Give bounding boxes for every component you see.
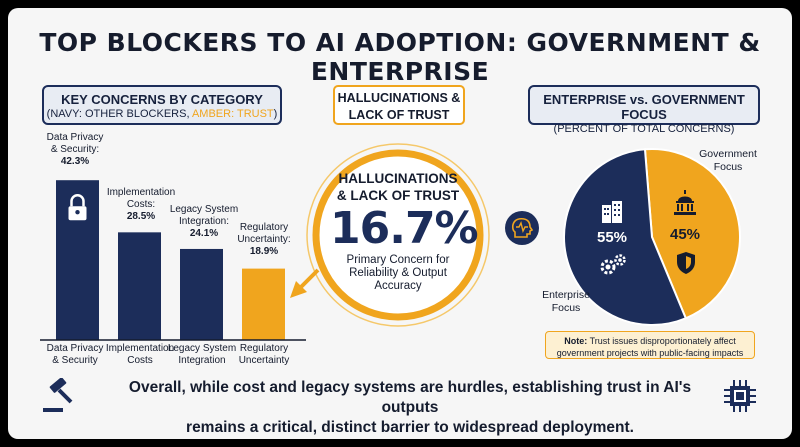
highlight-value: 16.7% [330,203,479,254]
note-text1: Trust issues disproportionately affect [587,336,736,346]
highlight-description: Primary Concern for Reliability & Output… [330,254,466,293]
chip-icon [724,380,756,412]
bar-label-value: 24.1% [189,228,219,239]
x-tick-line2: & Security [52,355,98,366]
left-header-box: KEY CONCERNS BY CATEGORY (NAVY: OTHER BL… [42,85,282,125]
bar-label-line2: Uncertainty: [237,234,291,245]
gavel-icon [43,378,73,412]
shield-icon [677,252,695,274]
highlight-desc-line3: Accuracy [374,280,422,292]
pie-label-enterprise: Enterprise Focus [530,289,602,315]
center-header-line2: LACK OF TRUST [348,108,450,122]
capitol-icon [674,190,696,215]
buildings-icon [602,201,622,223]
center-header-box: HALLUCINATIONS & LACK OF TRUST [333,85,465,125]
pie-label-ent-line1: Enterprise [542,289,590,301]
page-title: TOP BLOCKERS TO AI ADOPTION: GOVERNMENT … [39,28,761,86]
pie-value-government: 45% [669,226,701,243]
left-subtitle-suffix: ) [273,108,278,120]
bar-label-data-privacy: Data Privacy & Security: 42.3% [40,132,110,168]
x-tick-line1: Regulatory [239,343,289,354]
x-tick-line1: Data Privacy [46,343,104,354]
bar-label-line2: Integration: [178,216,230,227]
highlight-arrow-head [290,281,307,298]
bar-label-value: 28.5% [126,211,156,222]
highlight-heading-line2: & LACK OF TRUST [336,188,460,203]
pie-slice-enterprise [563,148,688,326]
head-pulse-icon [505,211,539,245]
highlight-heading-line1: HALLUCINATIONS [338,171,458,186]
x-tick-line1: Legacy System [167,343,237,354]
gears-icon [600,254,626,275]
highlight-ring-outer [306,143,490,327]
bar-label-implementation: Implementation Costs: 28.5% [102,187,180,223]
x-tick-line2: Costs [127,355,153,366]
x-tick-data-privacy: Data Privacy & Security [36,343,114,367]
pie-value-enterprise: 55% [596,229,628,246]
x-tick-implementation: Implementation Costs [100,343,180,367]
highlight-desc-line2: Reliability & Output [349,267,447,279]
pie-label-government: Government Focus [688,148,768,174]
right-header-subtitle: (PERCENT OF TOTAL CONCERNS) [553,123,735,135]
pie-label-gov-line2: Focus [713,161,743,173]
highlight-ring-circle [312,149,484,321]
highlight-heading: HALLUCINATIONS & LACK OF TRUST [330,170,466,204]
x-tick-regulatory: Regulatory Uncertainty [224,343,304,367]
highlight-desc-line1: Primary Concern for [346,254,450,266]
center-header-line1: HALLUCINATIONS & [337,91,461,105]
bar-label-legacy: Legacy System Integration: 24.1% [164,204,244,240]
x-tick-legacy: Legacy System Integration [162,343,242,367]
summary-line1: Overall, while cost and legacy systems a… [128,379,692,416]
left-header-subtitle: (NAVY: OTHER BLOCKERS, AMBER: TRUST) [44,108,280,120]
bar-3 [242,268,285,340]
right-header-box: ENTERPRISE vs. GOVERNMENT FOCUS (PERCENT… [528,85,760,135]
bar-label-regulatory: Regulatory Uncertainty: 18.9% [226,222,302,258]
bar-label-line2: Costs: [126,199,156,210]
bar-label-line1: Regulatory [239,222,289,233]
left-subtitle-amber: AMBER: TRUST [191,108,274,120]
right-header-title: ENTERPRISE vs. GOVERNMENT FOCUS [543,92,745,122]
bar-label-value: 42.3% [60,156,90,167]
bar-1 [118,232,161,340]
left-header-title: KEY CONCERNS BY CATEGORY [61,92,263,107]
x-tick-line1: Implementation [105,343,175,354]
pie-label-ent-line2: Focus [551,302,581,314]
bar-label-line1: Legacy System [169,204,239,215]
pie-label-gov-line1: Government [699,148,757,160]
bar-label-line1: Implementation [106,187,176,198]
note-text2: government projects with public-facing i… [556,348,744,358]
bar-2 [180,248,223,340]
bar-label-value: 18.9% [249,246,279,257]
note-label: Note: [564,336,588,346]
summary-line2: remains a critical, distinct barrier to … [186,419,634,436]
note-box: Note: Trust issues disproportionately af… [545,331,755,359]
lock-icon [68,193,87,221]
summary-text: Overall, while cost and legacy systems a… [110,378,710,438]
x-tick-line2: Integration [178,355,226,366]
bar-label-line1: Data Privacy [46,132,104,143]
left-subtitle-prefix: (NAVY: OTHER BLOCKERS, [46,108,192,120]
x-tick-line2: Uncertainty [238,355,290,366]
bar-label-line2: & Security: [50,144,100,155]
